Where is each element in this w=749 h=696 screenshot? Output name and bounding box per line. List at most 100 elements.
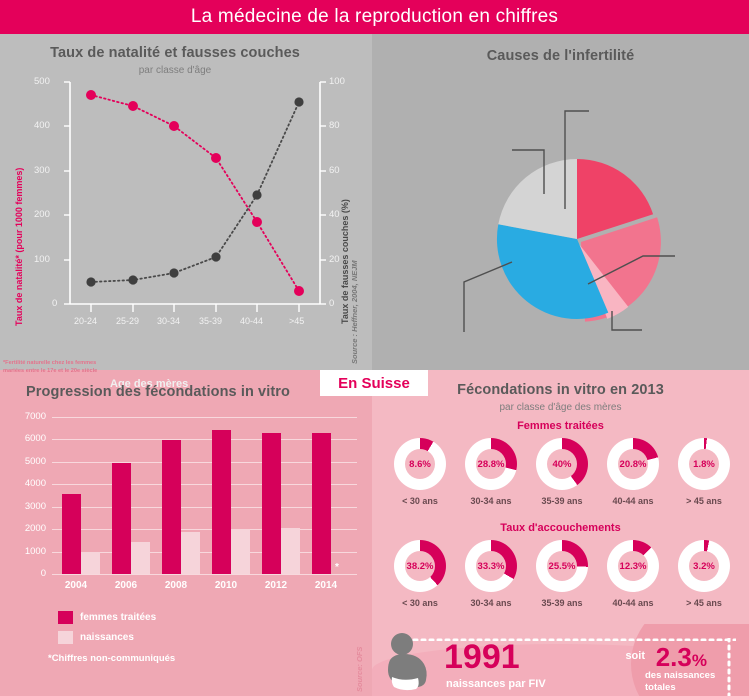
ytick-7000: 7000 xyxy=(24,411,46,422)
chart-ivf-progress: Progression des fécondations in vitro xyxy=(0,370,372,696)
donut-hole: 40% xyxy=(547,449,577,479)
ytick-6000: 6000 xyxy=(24,433,46,444)
donut-value-treated-over45: 1.8% xyxy=(693,458,715,470)
ytick-3000: 3000 xyxy=(24,501,46,512)
dotted-divider-vertical xyxy=(727,638,731,696)
donut-label-treated-40-44: 40-44 ans xyxy=(612,496,654,506)
bar-treated-2006 xyxy=(112,463,131,574)
chart-ivf-2013-title: Fécondations in vitro en 2013 xyxy=(457,382,664,398)
group-title-treated: Femmes traitées xyxy=(517,420,604,432)
gridline xyxy=(52,484,357,486)
legend-swatch-births xyxy=(58,631,73,644)
donut-delivery-35-39: 25.5% xyxy=(536,540,588,592)
donut-label-treated-over45: > 45 ans xyxy=(686,496,722,506)
ytick-left-300: 300 xyxy=(34,165,50,176)
bar-births-2006 xyxy=(131,542,150,574)
legend-label-treated: femmes traitées xyxy=(80,612,157,623)
ytick-right-100: 100 xyxy=(329,76,345,87)
ytick-2000: 2000 xyxy=(24,523,46,534)
chart-natality: Taux de natalité et fausses couches par … xyxy=(0,34,372,390)
ytick-1000: 1000 xyxy=(24,546,46,557)
donut-label-treated-30-34: 30-34 ans xyxy=(470,496,512,506)
donut-value-treated-30-34: 28.8% xyxy=(477,458,505,470)
donut-delivery-over45: 3.2% xyxy=(678,540,730,592)
ytick-left-400: 400 xyxy=(34,120,50,131)
natality-plot-svg xyxy=(64,81,326,312)
xtick-35-39: 35-39 xyxy=(199,316,223,326)
donut-label-delivery-40-44: 40-44 ans xyxy=(612,598,654,608)
xtick-2010: 2010 xyxy=(214,580,238,591)
ytick-right-20: 20 xyxy=(329,254,340,265)
bar-births-2004 xyxy=(81,552,100,574)
chart-ivf-2013: Fécondations in vitro en 2013 par classe… xyxy=(372,370,749,696)
donut-treated-35-39: 40% xyxy=(536,438,588,490)
x-axis-title: Age des mères xyxy=(110,378,189,390)
births-ivf-percentage-caption: des naissances totales xyxy=(645,670,716,694)
chart-ivf-progress-title: Progression des fécondations in vitro xyxy=(26,384,290,400)
gridline xyxy=(52,417,357,418)
donut-label-delivery-30-34: 30-34 ans xyxy=(470,598,512,608)
xtick-20-24: 20-24 xyxy=(74,316,98,326)
donut-label-delivery-under30: < 30 ans xyxy=(402,598,438,608)
donut-label-delivery-35-39: 35-39 ans xyxy=(541,598,583,608)
chart-infertility-title: Causes de l'infertilité xyxy=(486,48,635,64)
xtick-2014: 2014 xyxy=(314,580,338,591)
donut-delivery-under30: 38.2% xyxy=(394,540,446,592)
births-ivf-percentage: 2.3% xyxy=(656,644,707,670)
bar-plot-area: * xyxy=(52,417,357,575)
legend-item-births: naissances xyxy=(58,631,134,644)
ytick-right-0: 0 xyxy=(329,298,335,309)
legend-label-births: naissances xyxy=(80,632,134,643)
natality-footnote: *Fertilité naturelle chez les femmes mar… xyxy=(3,360,98,375)
chart-natality-subtitle: par classe d'âge xyxy=(138,65,212,76)
bar-births-2010 xyxy=(231,529,250,574)
bar-treated-2012 xyxy=(262,433,281,574)
donut-value-delivery-under30: 38.2% xyxy=(406,560,434,572)
donut-hole: 38.2% xyxy=(405,551,435,581)
donut-treated-40-44: 20.8% xyxy=(607,438,659,490)
births-ivf-caption: naissances par FIV xyxy=(446,678,546,690)
donut-label-treated-under30: < 30 ans xyxy=(402,496,438,506)
xtick-2004: 2004 xyxy=(64,580,88,591)
bar-treated-2010 xyxy=(212,430,231,574)
soit-label: soit xyxy=(625,650,645,662)
donut-treated-over45: 1.8% xyxy=(678,438,730,490)
natality-source: Source : Heffner, 2004, NEJM xyxy=(350,260,359,364)
bar-treated-2004 xyxy=(62,494,81,574)
ytick-left-500: 500 xyxy=(34,76,50,87)
donut-value-treated-35-39: 40% xyxy=(552,458,572,470)
ytick-left-0: 0 xyxy=(52,298,58,309)
gridline xyxy=(52,529,357,531)
xtick-45plus: >45 xyxy=(289,316,305,326)
baby-icon xyxy=(388,633,427,691)
donut-value-delivery-30-34: 33.3% xyxy=(477,560,505,572)
births-ivf-percentage-value: 2.3 xyxy=(655,642,692,672)
donut-delivery-40-44: 12.3% xyxy=(607,540,659,592)
bar-births-2014-missing-star: * xyxy=(335,562,339,573)
ivf-birth-stat-strip: 1991 naissances par FIV soit 2.3% des na… xyxy=(372,624,749,696)
ytick-4000: 4000 xyxy=(24,478,46,489)
donut-value-treated-under30: 8.6% xyxy=(409,458,431,470)
en-suisse-badge: En Suisse xyxy=(320,370,428,396)
donut-value-delivery-35-39: 25.5% xyxy=(548,560,576,572)
xtick-2006: 2006 xyxy=(114,580,138,591)
ytick-right-80: 80 xyxy=(329,120,340,131)
donut-hole: 8.6% xyxy=(405,449,435,479)
ytick-left-100: 100 xyxy=(34,254,50,265)
ivf-progress-source: Source: OFS xyxy=(355,646,364,692)
ytick-right-40: 40 xyxy=(329,209,340,220)
donut-hole: 12.3% xyxy=(618,551,648,581)
legend-swatch-treated xyxy=(58,611,73,624)
donut-value-treated-40-44: 20.8% xyxy=(619,458,647,470)
header-bar: La médecine de la reproduction en chiffr… xyxy=(0,0,749,34)
panel-natality-bg xyxy=(0,34,372,370)
ytick-left-200: 200 xyxy=(34,209,50,220)
group-title-deliveries: Taux d'accouchements xyxy=(500,522,621,534)
xtick-40-44: 40-44 xyxy=(240,316,264,326)
donut-hole: 33.3% xyxy=(476,551,506,581)
donut-treated-30-34: 28.8% xyxy=(465,438,517,490)
bar-treated-2014 xyxy=(312,433,331,574)
xtick-2008: 2008 xyxy=(164,580,188,591)
donut-label-treated-35-39: 35-39 ans xyxy=(541,496,583,506)
